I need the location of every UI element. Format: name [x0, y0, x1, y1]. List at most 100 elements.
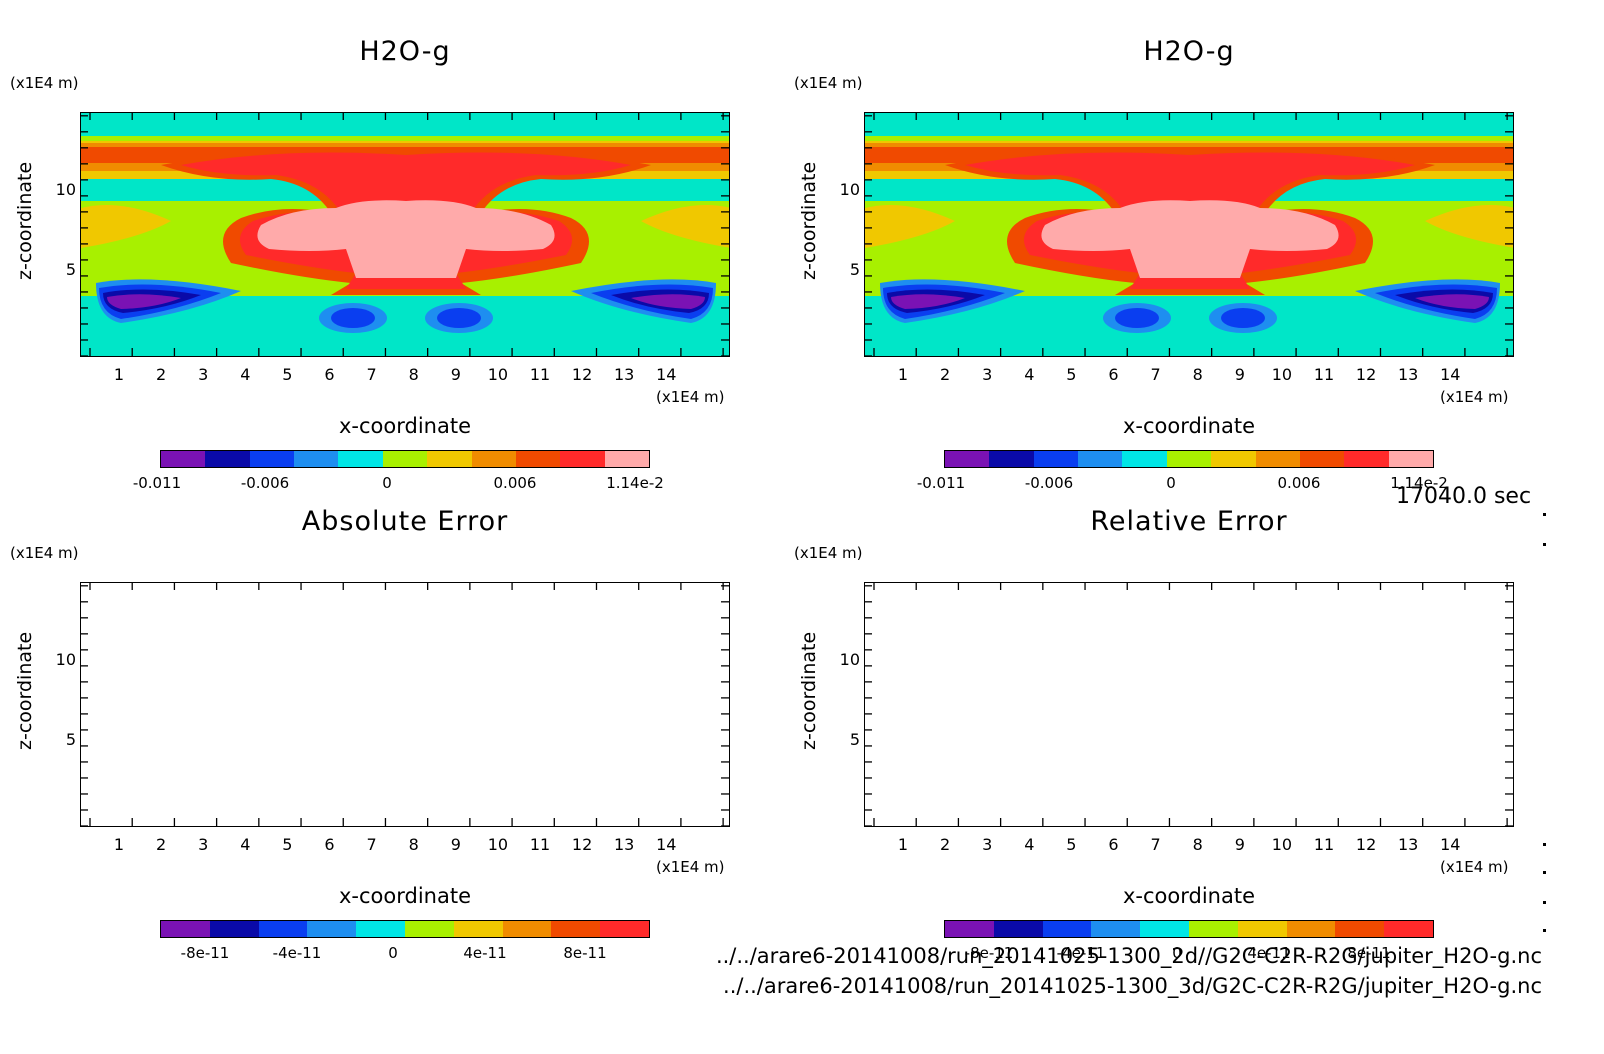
colorbar — [160, 920, 650, 938]
x-tick-label: 6 — [324, 835, 335, 854]
y-tick-label: 10 — [839, 650, 860, 669]
colorbar — [944, 920, 1434, 938]
x-tick-label: 9 — [1234, 835, 1245, 854]
z-axis-label: z-coordinate — [798, 631, 820, 750]
x-tick-label: 13 — [614, 835, 635, 854]
plot-panel: H2O-g (x1E4 m) z-coordinate 5 10 1 2 3 4 5 6 7 8 9 10 1… — [784, 22, 1564, 492]
x-unit-label: (x1E4 m) — [1440, 858, 1509, 876]
colorbar-tick-label: -4e-11 — [1056, 944, 1106, 962]
colorbar-swatch — [404, 921, 454, 937]
x-tick-label: 10 — [487, 365, 509, 384]
z-unit-label: (x1E4 m) — [10, 544, 79, 562]
x-tick-label: 10 — [1271, 365, 1293, 384]
contour-plot-area — [80, 112, 730, 357]
colorbar-tick-label: 1.14e-2 — [606, 474, 664, 492]
colorbar-tick-label: 0.006 — [1277, 474, 1321, 492]
x-tick-label: 4 — [240, 835, 251, 854]
colorbar-swatch — [515, 451, 561, 467]
x-tick-label: 3 — [198, 365, 209, 384]
file-path-1: ../../arare6-20141008/run_20141025-1300_… — [715, 944, 1542, 968]
colorbar-tick-label: 0 — [1172, 944, 1182, 962]
x-tick-label: 8 — [1192, 835, 1203, 854]
dot-marker — [1543, 901, 1546, 904]
x-tick-label: 9 — [450, 365, 461, 384]
x-unit-label: (x1E4 m) — [1440, 388, 1509, 406]
colorbar-swatch — [161, 451, 206, 467]
x-tick-label: 3 — [982, 835, 993, 854]
z-unit-label: (x1E4 m) — [10, 74, 79, 92]
colorbar-swatch — [382, 451, 428, 467]
y-tick-label: 5 — [849, 260, 860, 279]
x-tick-label: 4 — [1024, 835, 1035, 854]
z-axis-label: z-coordinate — [798, 161, 820, 280]
colorbar-swatch — [1122, 451, 1167, 467]
x-tick-label: 4 — [1024, 365, 1035, 384]
colorbar-swatch — [1384, 921, 1433, 937]
colorbar-swatch — [356, 921, 405, 937]
contour-field — [81, 113, 729, 356]
plume-center — [1041, 200, 1339, 278]
x-tick-label: 7 — [1150, 835, 1161, 854]
side-lobe — [81, 204, 171, 248]
colorbar-swatch — [551, 921, 601, 937]
colorbar — [160, 450, 650, 468]
colorbar-tick-label: 8e-11 — [1347, 944, 1391, 962]
y-tick-label: 5 — [849, 730, 860, 749]
colorbar-swatch — [294, 451, 339, 467]
colorbar-swatch — [1166, 451, 1212, 467]
y-tick-label: 5 — [65, 730, 76, 749]
x-tick-label: 11 — [529, 365, 551, 384]
x-tick-label: 5 — [1066, 365, 1077, 384]
colorbar-swatch — [1299, 451, 1345, 467]
dot-marker — [1543, 543, 1546, 546]
x-tick-label: 10 — [487, 835, 509, 854]
vortex-cell — [437, 308, 481, 328]
x-tick-label: 14 — [1440, 835, 1461, 854]
colorbar-swatch — [945, 921, 994, 937]
x-tick-label: 13 — [1398, 835, 1419, 854]
colorbar-tick-label: 0.006 — [493, 474, 537, 492]
x-tick-label: 13 — [614, 365, 635, 384]
colorbar-swatch — [1335, 921, 1385, 937]
x-tick-label: 8 — [408, 835, 419, 854]
colorbar-tick-label: -0.011 — [916, 474, 966, 492]
x-tick-label: 11 — [529, 835, 551, 854]
x-tick-label: 7 — [1150, 365, 1161, 384]
error-plot-area — [80, 582, 730, 827]
colorbar-swatch — [604, 451, 649, 467]
colorbar-swatch — [560, 451, 605, 467]
colorbar-swatch — [989, 451, 1034, 467]
colorbar-tick-label: -4e-11 — [272, 944, 322, 962]
panel-title: Relative Error — [1090, 506, 1288, 537]
x-tick-label: 12 — [1355, 365, 1377, 384]
x-tick-label: 1 — [897, 365, 909, 384]
cold-pool — [631, 294, 705, 309]
colorbar-swatch — [1078, 451, 1123, 467]
y-tick-label: 5 — [65, 260, 76, 279]
plot-panel: Relative Error (x1E4 m) z-coordinate 5 10 1 2 3… — [784, 492, 1564, 962]
contour-field — [865, 113, 1513, 356]
x-tick-label: 9 — [450, 835, 461, 854]
colorbar-tick-label: 0 — [382, 474, 392, 492]
x-tick-label: 14 — [656, 835, 677, 854]
y-tick-label: 10 — [55, 650, 76, 669]
vortex-cell — [1221, 308, 1265, 328]
colorbar-tick-label: 4e-11 — [463, 944, 507, 962]
colorbar-swatch — [502, 921, 552, 937]
colorbar-swatch — [1286, 921, 1336, 937]
axis-ticks — [864, 582, 1513, 827]
cold-pool — [107, 294, 181, 309]
x-tick-label: 7 — [366, 835, 377, 854]
colorbar-swatch — [307, 921, 357, 937]
colorbar-swatch — [338, 451, 383, 467]
y-tick-label: 10 — [839, 180, 860, 199]
x-tick-label: 1 — [897, 835, 909, 854]
x-axis-label: x-coordinate — [338, 414, 471, 438]
colorbar-swatch — [205, 451, 250, 467]
cold-pool — [891, 294, 965, 309]
z-unit-label: (x1E4 m) — [794, 74, 863, 92]
colorbar-swatch — [1344, 451, 1389, 467]
x-tick-label: 6 — [1108, 365, 1119, 384]
x-tick-label: 1 — [113, 365, 125, 384]
plot-panel: H2O-g (x1E4 m) z-coordinate 5 10 1 2 3 4 5 6 7 8 9 10 1… — [0, 22, 780, 492]
